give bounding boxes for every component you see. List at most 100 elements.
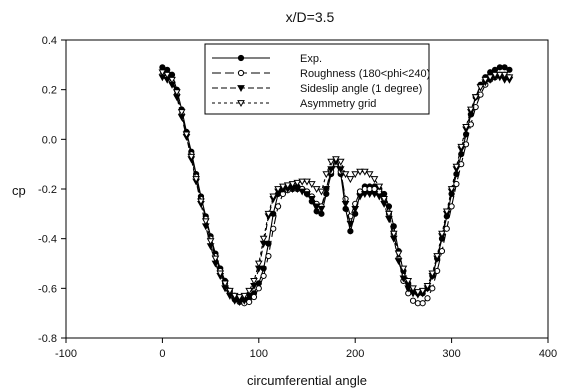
data-point <box>341 201 350 208</box>
legend-marker <box>237 85 245 93</box>
data-point <box>216 270 225 278</box>
data-point <box>317 205 326 213</box>
chart-title: x/D=3.5 <box>286 9 335 25</box>
y-tick-label: -0.8 <box>38 333 57 345</box>
data-point <box>264 210 273 218</box>
data-point <box>240 292 249 300</box>
data-point <box>163 71 172 79</box>
data-point <box>341 171 350 179</box>
x-tick-label: -100 <box>55 348 77 360</box>
data-point <box>414 289 422 297</box>
data-point <box>283 182 292 190</box>
data-point <box>187 153 196 161</box>
data-point <box>226 287 234 295</box>
data-point <box>491 71 499 79</box>
x-tick-label: 200 <box>346 348 364 360</box>
data-point <box>365 191 374 198</box>
data-point <box>259 235 268 243</box>
data-point <box>433 253 441 261</box>
data-point <box>370 176 379 184</box>
data-point <box>481 76 490 84</box>
data-point <box>351 205 360 213</box>
legend-label: Asymmetry grid <box>300 98 376 110</box>
data-point <box>298 178 307 186</box>
data-point <box>462 124 470 131</box>
data-point <box>356 193 364 201</box>
data-point <box>235 294 244 302</box>
x-tick-label: 0 <box>159 348 165 360</box>
data-point <box>495 71 504 79</box>
data-point <box>336 158 345 166</box>
y-tick-label: 0.2 <box>42 85 57 97</box>
data-point <box>428 270 437 278</box>
data-point <box>409 285 417 293</box>
data-point <box>173 89 181 97</box>
data-point <box>346 176 355 184</box>
data-point <box>182 131 191 139</box>
legend-label: Roughness (180<phi<240) <box>300 68 430 80</box>
data-point <box>375 183 384 191</box>
data-point <box>279 183 287 191</box>
data-point <box>206 238 215 246</box>
y-tick-label: 0.0 <box>42 134 57 146</box>
y-tick-label: 0.4 <box>42 35 57 47</box>
data-point <box>347 228 354 235</box>
data-point <box>254 260 263 268</box>
data-point <box>265 252 272 260</box>
data-point <box>380 196 388 203</box>
data-point <box>442 208 451 216</box>
data-point <box>303 191 311 198</box>
data-point <box>506 66 513 73</box>
data-point <box>317 188 326 196</box>
data-point <box>399 265 408 273</box>
data-point <box>389 230 398 238</box>
x-axis-label: circumferential angle <box>247 373 367 388</box>
data-point <box>447 186 456 194</box>
data-point <box>274 186 282 194</box>
x-tick-label: 100 <box>250 348 268 360</box>
y-axis-label: cp <box>12 183 26 198</box>
data-point <box>501 64 508 71</box>
data-point <box>270 225 277 232</box>
data-point <box>269 193 278 201</box>
data-point <box>394 258 403 266</box>
y-tick-label: -0.6 <box>38 283 57 295</box>
data-point <box>385 210 393 218</box>
data-point <box>404 277 413 285</box>
data-point <box>255 285 262 292</box>
data-point <box>404 285 413 293</box>
data-point <box>443 225 450 232</box>
x-tick-label: 400 <box>539 348 557 360</box>
data-point <box>288 181 297 189</box>
legend-marker <box>237 54 245 62</box>
data-point <box>453 180 460 188</box>
data-point <box>486 74 495 82</box>
data-point <box>418 287 427 295</box>
data-point <box>394 250 403 258</box>
data-point <box>438 230 446 238</box>
data-point <box>250 293 258 301</box>
data-point <box>293 179 302 187</box>
data-point <box>351 171 360 179</box>
data-point <box>221 280 229 288</box>
data-point <box>448 203 455 210</box>
data-point <box>327 158 335 166</box>
legend-marker <box>237 100 245 108</box>
series-4 <box>158 69 514 302</box>
data-point <box>192 176 200 184</box>
data-point <box>177 109 186 117</box>
data-point <box>211 255 220 263</box>
y-tick-label: -0.4 <box>38 234 57 246</box>
legend-label: Exp. <box>300 53 322 65</box>
x-tick-label: 300 <box>442 348 460 360</box>
data-point <box>201 218 210 226</box>
data-point <box>424 295 431 302</box>
data-point <box>260 272 267 280</box>
data-point <box>471 94 480 102</box>
data-point <box>419 300 426 307</box>
y-tick-label: -0.2 <box>38 184 57 196</box>
data-point <box>365 171 374 179</box>
data-point <box>409 297 417 304</box>
axis-ticks: -100 0 100 200 300 400 -0.8 -0.6 -0.4 -0.2 0.0 0.2 0… <box>38 35 557 360</box>
